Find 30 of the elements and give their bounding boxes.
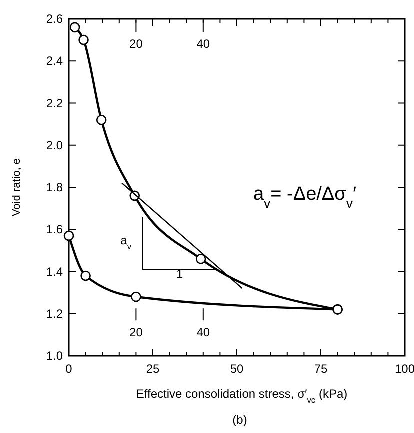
y-tick-label: 2.0 xyxy=(46,138,64,152)
y-tick-label: 1.6 xyxy=(46,222,64,237)
y-tick-label: 2.2 xyxy=(46,96,64,110)
x-axis-title: Effective consolidation stress, σ′$_{vc}$ (kPa) xyxy=(136,387,348,405)
point xyxy=(131,292,142,302)
y-tick-label: 2.6 xyxy=(46,12,64,26)
point xyxy=(96,114,107,126)
point xyxy=(80,270,91,282)
y-axis-title: Void ratio, e xyxy=(11,158,23,217)
point xyxy=(70,22,80,33)
annotation: 1 xyxy=(176,267,184,282)
annotation: 40 xyxy=(196,37,210,52)
annotation: 40 xyxy=(196,326,210,340)
point xyxy=(78,34,89,46)
annotation: a$_{v}$ xyxy=(120,233,132,252)
annotation: 20 xyxy=(130,37,144,52)
x-tick-label: 75 xyxy=(314,362,328,376)
x-tick-label: 50 xyxy=(230,362,244,376)
text: (b) xyxy=(232,413,248,427)
point xyxy=(196,254,206,264)
y-tick-label: 1.2 xyxy=(46,306,64,321)
y-tick-label: 2.4 xyxy=(46,54,64,68)
annotation: a$_{v}$= -Δe/Δσ$_{v}$′ xyxy=(253,184,357,210)
y-tick-label: 1.0 xyxy=(46,349,64,363)
x-tick-label: 0 xyxy=(66,362,73,376)
y-tick-label: 1.8 xyxy=(46,180,64,194)
annotation: 20 xyxy=(130,326,144,340)
point xyxy=(64,230,74,242)
x-tick-label: 25 xyxy=(146,362,160,376)
y-tick-label: 1.4 xyxy=(46,264,64,279)
